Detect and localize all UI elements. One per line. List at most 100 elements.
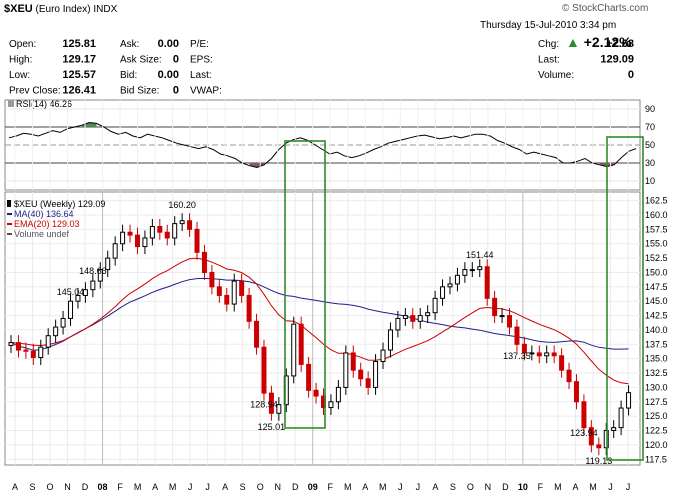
price-bar [246, 294, 252, 322]
price-bar [425, 312, 431, 317]
price-bar [536, 352, 542, 357]
month-label: M [379, 482, 387, 492]
month-label: A [572, 482, 578, 492]
price-annotation: 148.66 [79, 266, 107, 276]
quote-label: P/E: [190, 39, 209, 50]
price-bar [142, 237, 148, 248]
rsi-tick-label: 90 [645, 104, 655, 114]
quote-value: 0 [173, 54, 179, 66]
price-annotation: 125.01 [258, 422, 286, 432]
price-tick-label: 127.5 [645, 397, 668, 407]
month-label: A [222, 482, 228, 492]
quote-label: Open: [9, 39, 36, 50]
up-arrow-icon: ▲ [566, 34, 580, 50]
month-label: O [47, 482, 54, 492]
rsi-tick-label: 70 [645, 122, 655, 132]
price-tick-label: 117.5 [645, 454, 667, 464]
price-annotation: 128.94 [250, 400, 278, 410]
month-label: 10 [518, 482, 528, 492]
month-label: A [152, 482, 158, 492]
price-bar [30, 350, 36, 359]
price-bar [53, 326, 59, 337]
price-tick-label: 135.0 [645, 354, 668, 364]
month-label: J [626, 482, 631, 492]
quote-label: Ask: [120, 39, 139, 50]
price-bar [373, 361, 379, 388]
price-bar [38, 346, 44, 359]
price-tick-label: 150.0 [645, 267, 668, 277]
price-bar [97, 269, 103, 282]
quote-value: 0.00 [158, 38, 179, 50]
price-bar [573, 381, 579, 403]
highlight-box [284, 140, 326, 429]
price-bar [306, 363, 312, 391]
quote-label: Chg: [538, 39, 559, 50]
price-bar [432, 297, 438, 314]
price-tick-label: 120.0 [645, 440, 668, 450]
price-bar [276, 404, 282, 414]
price-bar [581, 401, 587, 429]
rsi-legend: RSI(14) 46.26 [16, 99, 72, 109]
price-bar [469, 269, 475, 272]
price-bar [187, 220, 193, 230]
price-bar [15, 342, 21, 351]
price-bar [298, 323, 304, 365]
price-bar [149, 225, 155, 239]
quote-value: 0.00 [158, 69, 179, 81]
month-label: J [398, 482, 403, 492]
price-bar [209, 271, 215, 288]
price-bar [387, 329, 393, 351]
price-bar [60, 317, 66, 328]
price-bar [172, 223, 178, 239]
price-bar [328, 401, 334, 409]
quote-label: EPS: [190, 55, 213, 66]
month-label: O [467, 482, 474, 492]
price-bar [261, 346, 267, 394]
price-bar [358, 369, 364, 380]
month-label: M [589, 482, 597, 492]
price-tick-label: 145.0 [645, 296, 668, 306]
quote-value: +2.68 [606, 38, 634, 50]
price-tick-label: 155.0 [645, 239, 668, 249]
quote-label: Volume: [538, 70, 574, 81]
quote-value: 0 [628, 69, 634, 81]
month-label: S [450, 482, 456, 492]
month-label: F [117, 482, 123, 492]
price-legend-entry: EMA(20) 129.03 [14, 219, 80, 229]
price-legend-entry: Volume undef [14, 229, 70, 239]
price-bar [291, 323, 297, 377]
quote-value: 125.57 [62, 69, 96, 81]
price-bar [559, 355, 565, 371]
rsi-tick-label: 30 [645, 158, 655, 168]
price-legend-entry: MA(40) 136.64 [14, 209, 74, 219]
price-bar [410, 315, 416, 322]
price-bar [343, 352, 349, 388]
price-bar [521, 343, 527, 354]
month-label: S [240, 482, 246, 492]
month-label: J [205, 482, 210, 492]
quote-label: Ask Size: [120, 55, 162, 66]
month-label: N [64, 482, 71, 492]
price-bar [618, 407, 624, 429]
price-bar [8, 342, 14, 346]
price-bar [350, 352, 356, 371]
brand-label: © StockCharts.com [562, 3, 649, 14]
symbol: $XEU [4, 3, 33, 15]
price-bar [447, 283, 453, 288]
price-tick-label: 132.5 [645, 368, 668, 378]
price-annotation: 123.94 [570, 428, 598, 438]
quote-label: Last: [190, 70, 212, 81]
price-bar [417, 315, 423, 322]
month-label: 08 [98, 482, 108, 492]
quote-label: Prev Close: [9, 86, 61, 97]
price-bar [551, 352, 557, 357]
price-legend-entry: $XEU (Weekly) 129.09 [14, 199, 105, 209]
price-tick-label: 152.5 [645, 253, 668, 263]
price-bar [507, 315, 513, 328]
price-bar [566, 369, 572, 383]
price-bar [626, 392, 632, 409]
month-label: S [30, 482, 36, 492]
month-label: A [12, 482, 18, 492]
price-tick-label: 162.5 [645, 196, 668, 206]
